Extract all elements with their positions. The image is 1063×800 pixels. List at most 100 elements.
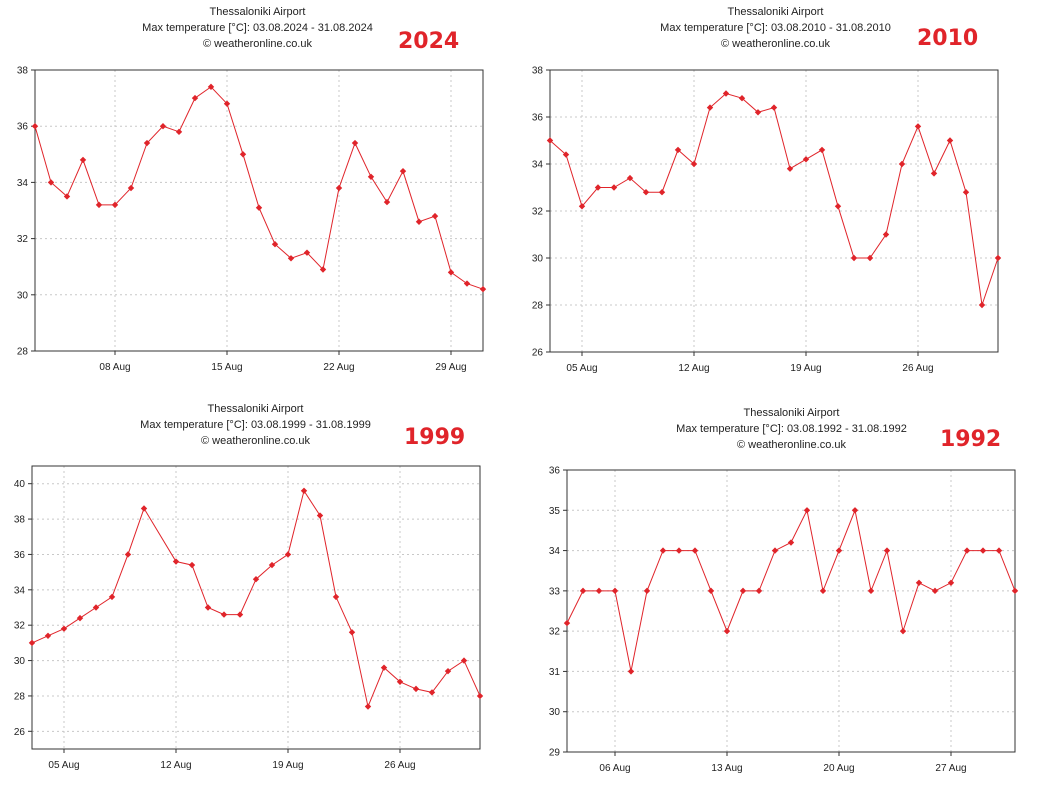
y-tick-label: 30 (549, 707, 561, 718)
data-point (947, 579, 955, 586)
data-point (332, 593, 340, 601)
year-badge: 1999 (404, 425, 466, 450)
chart-title: Thessaloniki Airport (727, 6, 824, 18)
temperature-chart: 29 30 31 32 33 34 35 36 06 Aug 13 Aug 20 Aug 27 Aug (549, 466, 1019, 774)
chart-panel-2024: Thessaloniki Airport Max temperature [°C… (0, 0, 531, 400)
chart-credit: © weatheronline.co.uk (720, 38, 830, 50)
data-point (978, 301, 986, 309)
data-point (690, 160, 698, 168)
chart-subtitle: Max temperature [°C]: 03.08.2024 - 31.08… (142, 22, 373, 34)
data-point (479, 285, 487, 293)
y-tick-label: 38 (17, 66, 29, 77)
data-point (819, 587, 827, 595)
data-point (834, 203, 842, 210)
y-tick-label: 28 (17, 347, 29, 358)
data-point (659, 547, 667, 554)
data-point (44, 632, 52, 639)
data-point (931, 587, 939, 595)
series-line (31, 489, 481, 709)
data-point (111, 201, 119, 209)
data-point (127, 184, 135, 192)
y-tick-label: 40 (14, 479, 26, 490)
temperature-chart: 26 28 30 32 34 36 38 40 05 Aug 12 Aug 19 Aug 26 Aug (14, 465, 484, 771)
data-point (207, 83, 215, 91)
y-tick-label: 34 (14, 585, 26, 596)
year-badge: 1992 (940, 427, 1002, 452)
data-point (578, 203, 586, 210)
data-point (866, 254, 874, 262)
y-tick-label: 36 (549, 466, 561, 477)
chart-subtitle: Max temperature [°C]: 03.08.1999 - 31.08… (140, 419, 371, 431)
data-point (271, 241, 279, 248)
y-tick-label: 36 (14, 550, 26, 561)
data-point (946, 137, 954, 144)
chart-panel-1992: Thessaloniki Airport Max temperature [°C… (531, 400, 1063, 800)
data-point (771, 547, 779, 554)
data-point (383, 198, 391, 206)
chart-panel-2010: Thessaloniki Airport Max temperature [°C… (531, 0, 1063, 400)
data-point (770, 104, 778, 111)
data-point (431, 212, 439, 220)
data-point (994, 254, 1002, 262)
data-point (319, 266, 327, 273)
data-point (463, 280, 471, 287)
data-point (223, 100, 231, 107)
data-point (995, 547, 1003, 554)
chart-title: Thessaloniki Airport (743, 407, 840, 419)
data-point (899, 627, 907, 635)
chart-subtitle: Max temperature [°C]: 03.08.2010 - 31.08… (660, 22, 891, 34)
data-point (658, 189, 666, 196)
data-point (220, 611, 228, 618)
plot-frame (31, 465, 481, 750)
y-tick-label: 32 (14, 621, 26, 632)
x-tick-label: 20 Aug (823, 763, 854, 774)
data-point (787, 539, 795, 546)
x-tick-label: 19 Aug (272, 760, 303, 771)
y-tick-label: 33 (549, 586, 561, 597)
data-point (1011, 587, 1019, 595)
y-tick-label: 38 (532, 66, 544, 77)
series-line (34, 86, 484, 290)
x-tick-label: 12 Aug (678, 363, 709, 374)
data-point (882, 231, 890, 238)
chart-credit: © weatheronline.co.uk (736, 439, 846, 451)
chart-header: Thessaloniki Airport Max temperature [°C… (128, 401, 383, 449)
data-point (60, 625, 68, 632)
data-point (546, 137, 554, 144)
data-point (108, 593, 116, 601)
data-point (76, 614, 84, 622)
x-tick-label: 26 Aug (384, 760, 415, 771)
data-point (883, 547, 891, 554)
x-tick-label: 19 Aug (790, 363, 821, 374)
chart-header: Thessaloniki Airport Max temperature [°C… (130, 4, 385, 52)
x-tick-label: 08 Aug (99, 362, 130, 373)
data-point (802, 156, 810, 163)
data-point (706, 104, 714, 111)
data-point (739, 587, 747, 595)
data-point (835, 547, 843, 554)
data-point (412, 685, 420, 693)
data-point (563, 619, 571, 627)
y-tick-label: 34 (549, 546, 561, 557)
plot-frame (549, 69, 999, 353)
data-point (818, 146, 826, 154)
chart-subtitle: Max temperature [°C]: 03.08.1992 - 31.08… (676, 423, 907, 435)
chart-title: Thessaloniki Airport (207, 403, 304, 415)
y-tick-label: 34 (17, 178, 29, 189)
x-tick-label: 15 Aug (211, 362, 242, 373)
chart-credit: © weatheronline.co.uk (202, 38, 312, 50)
data-point (691, 547, 699, 554)
plot-frame (566, 469, 1016, 753)
data-point (460, 657, 468, 664)
data-point (476, 692, 484, 700)
data-point (867, 587, 875, 595)
data-point (255, 204, 263, 211)
data-point (364, 703, 372, 710)
data-point (63, 193, 71, 200)
data-point (979, 547, 987, 554)
data-point (367, 173, 375, 180)
y-tick-label: 32 (17, 234, 29, 245)
data-point (124, 551, 132, 558)
data-point (675, 547, 683, 554)
year-badge: 2024 (398, 29, 460, 54)
